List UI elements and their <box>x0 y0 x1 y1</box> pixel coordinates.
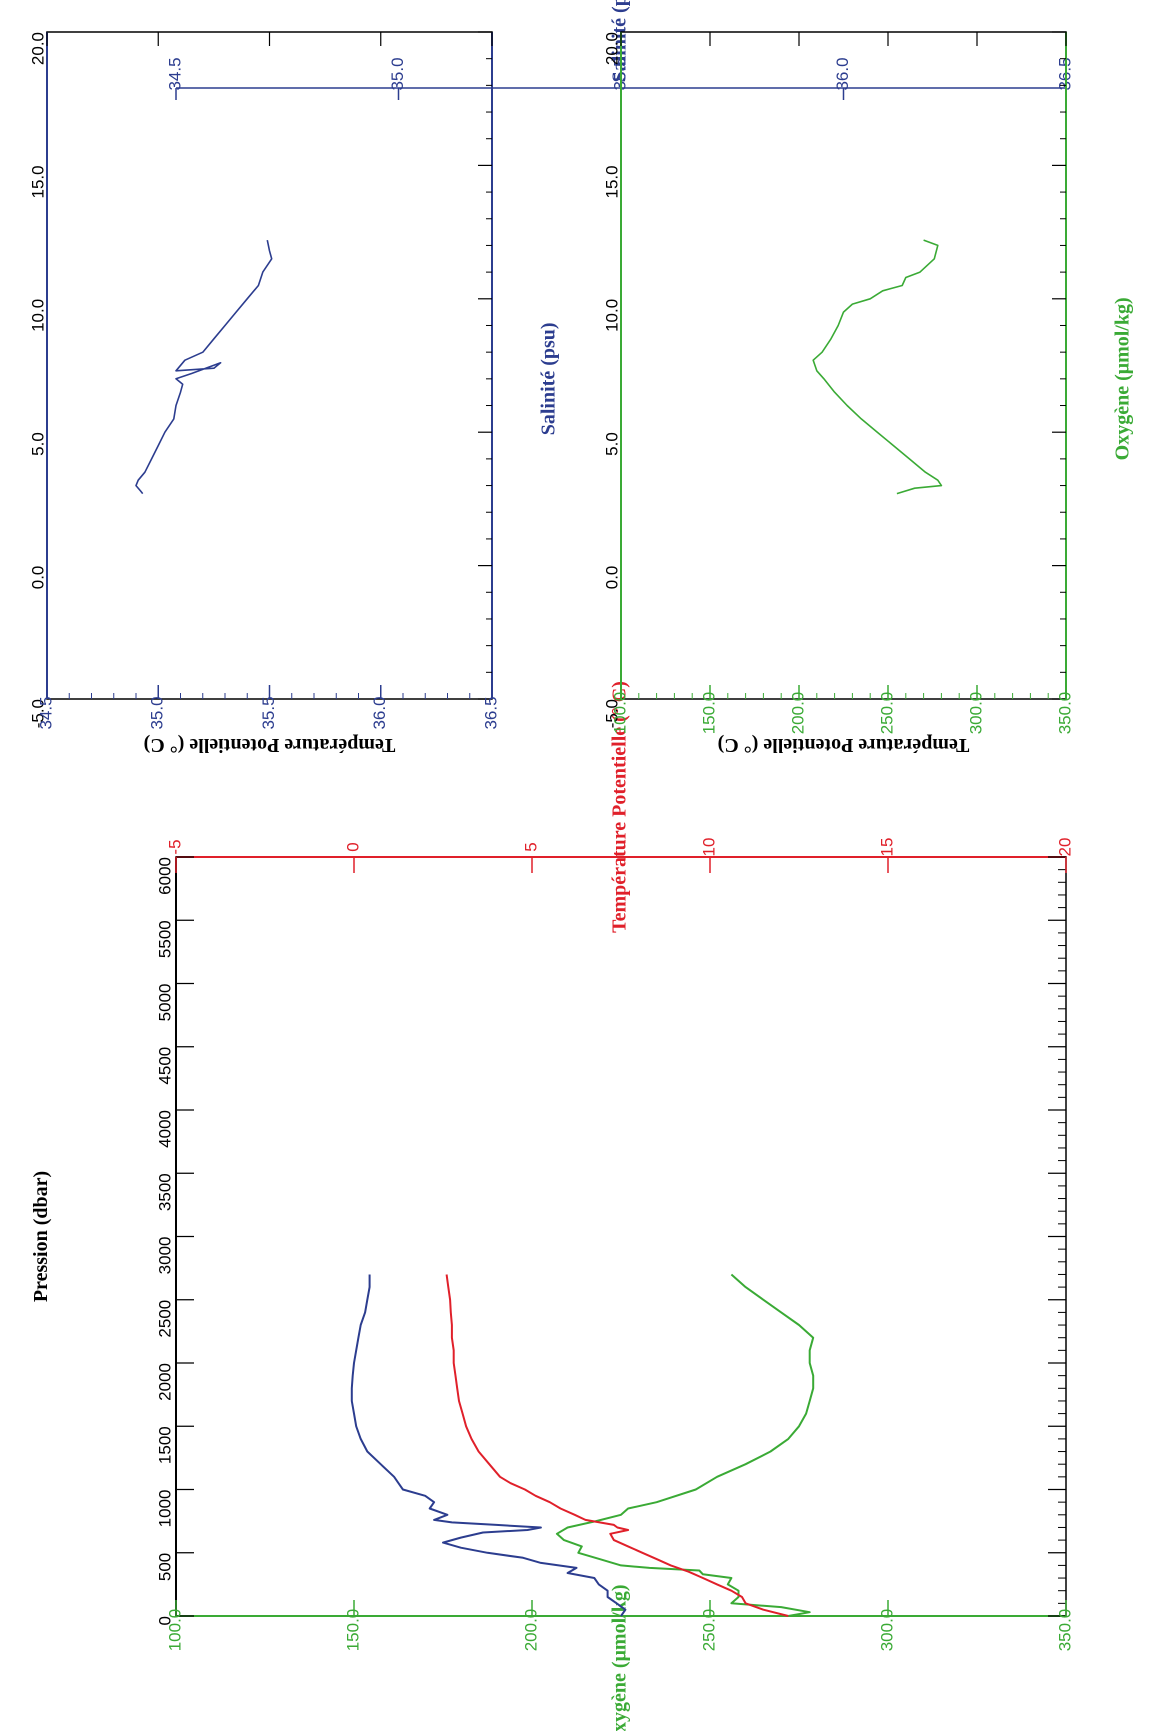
ts-temp-axis-title: Température Potentielle (° C) <box>144 734 396 756</box>
to-value-tick-label: 100.0 <box>610 692 629 735</box>
temperature-axis-title: Température Potentielle (° C) <box>609 681 631 933</box>
pressure-tick-label: 1500 <box>155 1426 174 1464</box>
oxygen-tick-label: 300.0 <box>877 1609 896 1652</box>
to-value-tick-label: 300.0 <box>966 692 985 735</box>
ts-temp-tick-label: 20.0 <box>28 32 47 65</box>
ts-value-tick-label: 36.5 <box>481 696 500 729</box>
pressure-tick-label: 3500 <box>155 1173 174 1211</box>
to-temp-axis-title: Température Potentielle (° C) <box>718 734 970 756</box>
main-oxy-line <box>555 1273 815 1617</box>
oxygen-tick-label: 200.0 <box>521 1609 540 1652</box>
ts-value-tick-label: 36.0 <box>370 696 389 729</box>
pressure-tick-label: 0 <box>155 1616 174 1625</box>
ts-temp-tick-label: 5.0 <box>28 432 47 456</box>
temperature-tick-label: 0 <box>343 842 362 851</box>
to-value-tick-label: 350.0 <box>1055 692 1074 735</box>
to-temp-tick-label: 0.0 <box>602 566 621 590</box>
to-temp-tick-label: -5.0 <box>602 699 621 728</box>
pressure-tick-label: 2500 <box>155 1300 174 1338</box>
ts-value-axis-title: Salinité (psu) <box>538 322 560 435</box>
ts-value-tick-label: 35.5 <box>259 696 278 729</box>
pressure-tick-label: 5500 <box>155 920 174 958</box>
salinity-tick-label: 36.5 <box>1055 57 1074 90</box>
ts-temp-tick-label: -5.0 <box>28 699 47 728</box>
temperature-tick-label: 15 <box>877 838 896 857</box>
to-value-tick-label: 150.0 <box>699 692 718 735</box>
temperature-tick-label: 10 <box>699 838 718 857</box>
salinity-tick-label: 35.5 <box>610 57 629 90</box>
to-temp-tick-label: 15.0 <box>602 165 621 198</box>
oxygen-axis-title: Oxygène (μmol/kg) <box>609 1585 631 1731</box>
pressure-tick-label: 6000 <box>155 857 174 895</box>
ts-temp-tick-label: 15.0 <box>28 165 47 198</box>
salinity-tick-label: 34.5 <box>165 57 184 90</box>
temperature-tick-label: 20 <box>1055 838 1074 857</box>
oxygen-tick-label: 150.0 <box>343 1609 362 1652</box>
to-value-tick-label: 200.0 <box>788 692 807 735</box>
pressure-tick-label: 2000 <box>155 1363 174 1401</box>
oxygen-tick-label: 350.0 <box>1055 1609 1074 1652</box>
to-value-tick-label: 250.0 <box>877 692 896 735</box>
pressure-axis-title: Pression (dbar) <box>30 1171 52 1302</box>
to-temp-tick-label: 20.0 <box>602 32 621 65</box>
oxygen-tick-label: 250.0 <box>699 1609 718 1652</box>
pressure-tick-label: 4000 <box>155 1110 174 1148</box>
main-plot-frame <box>175 856 1067 1617</box>
to-value-axis-title: Oxygène (μmol/kg) <box>1112 297 1134 460</box>
ts-sal-line <box>135 239 273 495</box>
main-sal-line <box>350 1274 627 1617</box>
salinity-tick-label: 36.0 <box>833 57 852 90</box>
pressure-tick-label: 4500 <box>155 1047 174 1085</box>
ts-temp-tick-label: 10.0 <box>28 299 47 332</box>
pressure-tick-label: 3000 <box>155 1237 174 1275</box>
ts-value-tick-label: 35.0 <box>148 696 167 729</box>
pressure-tick-label: 500 <box>155 1553 174 1581</box>
salinity-axis-title: Salinité (psu) <box>609 0 631 82</box>
to-temp-tick-label: 10.0 <box>602 299 621 332</box>
to-oxy-line <box>812 239 943 495</box>
ts-plot-frame <box>46 31 493 700</box>
temperature-tick-label: 5 <box>521 842 540 851</box>
ts-value-tick-label: 34.5 <box>36 696 55 729</box>
oxygen-tick-label: 100.0 <box>165 1609 184 1652</box>
main-temp-line <box>445 1274 789 1617</box>
salinity-tick-label: 35.0 <box>388 57 407 90</box>
ts-temp-tick-label: 0.0 <box>28 566 47 590</box>
temperature-tick-label: -5 <box>165 839 184 854</box>
to-temp-tick-label: 5.0 <box>602 432 621 456</box>
pressure-tick-label: 1000 <box>155 1490 174 1528</box>
pressure-tick-label: 5000 <box>155 984 174 1022</box>
to-plot-frame <box>620 31 1067 700</box>
